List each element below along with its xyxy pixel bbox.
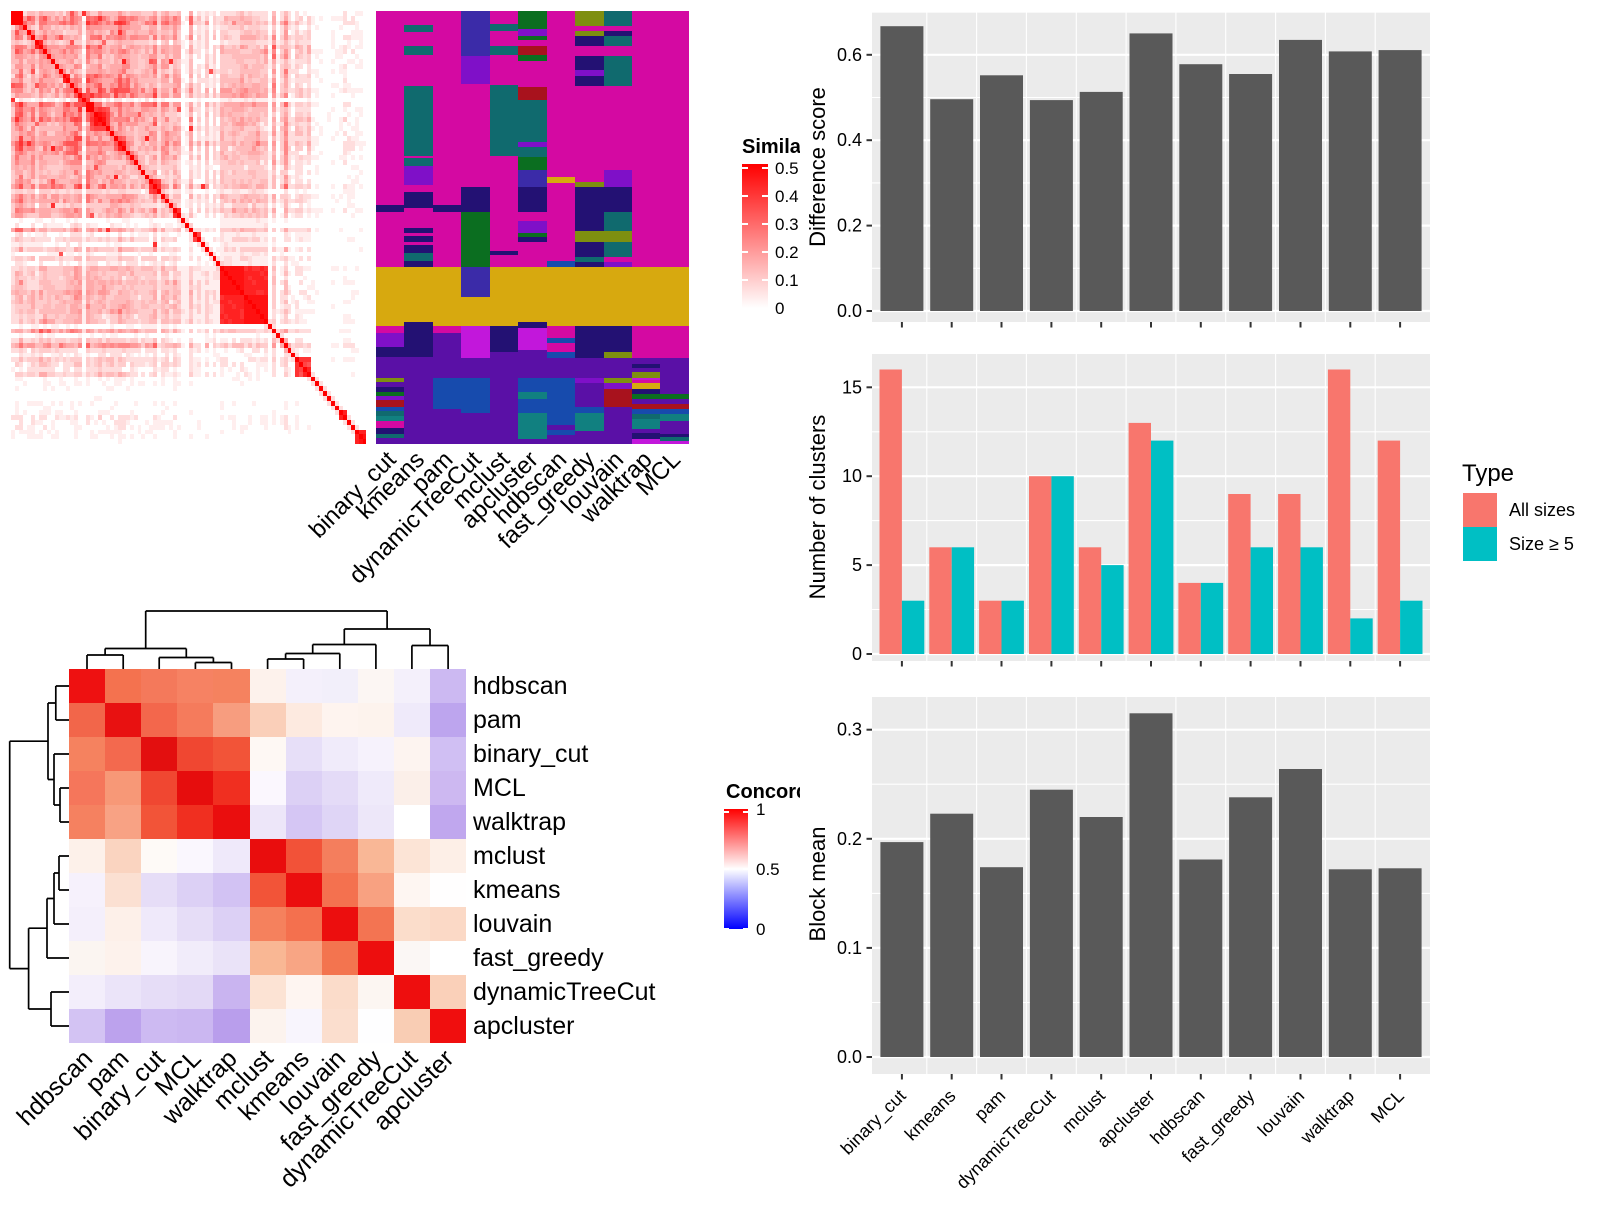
svg-text:MCL: MCL bbox=[473, 774, 526, 802]
svg-text:0: 0 bbox=[852, 644, 862, 664]
svg-text:walktrap: walktrap bbox=[472, 808, 566, 836]
svg-text:All sizes: All sizes bbox=[1509, 500, 1575, 520]
svg-text:0.3: 0.3 bbox=[775, 215, 799, 234]
svg-text:15: 15 bbox=[842, 377, 862, 397]
svg-text:0.5: 0.5 bbox=[756, 860, 780, 879]
svg-text:1: 1 bbox=[756, 800, 765, 819]
svg-text:0.2: 0.2 bbox=[837, 216, 862, 236]
svg-text:apcluster: apcluster bbox=[473, 1012, 574, 1040]
svg-text:Size ≥ 5: Size ≥ 5 bbox=[1509, 534, 1574, 554]
svg-text:Block mean: Block mean bbox=[805, 827, 830, 942]
svg-text:0.1: 0.1 bbox=[775, 271, 799, 290]
svg-text:0.4: 0.4 bbox=[837, 130, 862, 150]
svg-text:louvain: louvain bbox=[473, 910, 552, 938]
svg-text:pam: pam bbox=[473, 706, 522, 734]
svg-text:Number of clusters: Number of clusters bbox=[805, 415, 830, 600]
svg-text:0.1: 0.1 bbox=[837, 938, 862, 958]
svg-text:kmeans: kmeans bbox=[473, 876, 561, 904]
svg-text:0.0: 0.0 bbox=[837, 301, 862, 321]
svg-text:0.6: 0.6 bbox=[837, 45, 862, 65]
svg-text:5: 5 bbox=[852, 555, 862, 575]
svg-text:Type: Type bbox=[1462, 460, 1514, 487]
svg-text:10: 10 bbox=[842, 466, 862, 486]
svg-text:0: 0 bbox=[775, 299, 784, 318]
svg-text:Concordance: Concordance bbox=[726, 781, 854, 803]
svg-text:0.2: 0.2 bbox=[837, 829, 862, 849]
svg-text:dynamicTreeCut: dynamicTreeCut bbox=[473, 978, 656, 1006]
svg-text:0.4: 0.4 bbox=[775, 187, 799, 206]
svg-text:0.3: 0.3 bbox=[837, 720, 862, 740]
svg-text:0.2: 0.2 bbox=[775, 243, 799, 262]
svg-text:0: 0 bbox=[756, 920, 765, 939]
svg-text:fast_greedy: fast_greedy bbox=[473, 944, 604, 972]
svg-text:binary_cut: binary_cut bbox=[473, 740, 588, 768]
svg-text:Difference score: Difference score bbox=[805, 87, 830, 247]
svg-text:mclust: mclust bbox=[473, 842, 545, 870]
svg-text:hdbscan: hdbscan bbox=[473, 672, 568, 700]
svg-text:0.0: 0.0 bbox=[837, 1047, 862, 1067]
svg-text:0.5: 0.5 bbox=[775, 159, 799, 178]
svg-text:Similarity: Similarity bbox=[742, 136, 833, 158]
